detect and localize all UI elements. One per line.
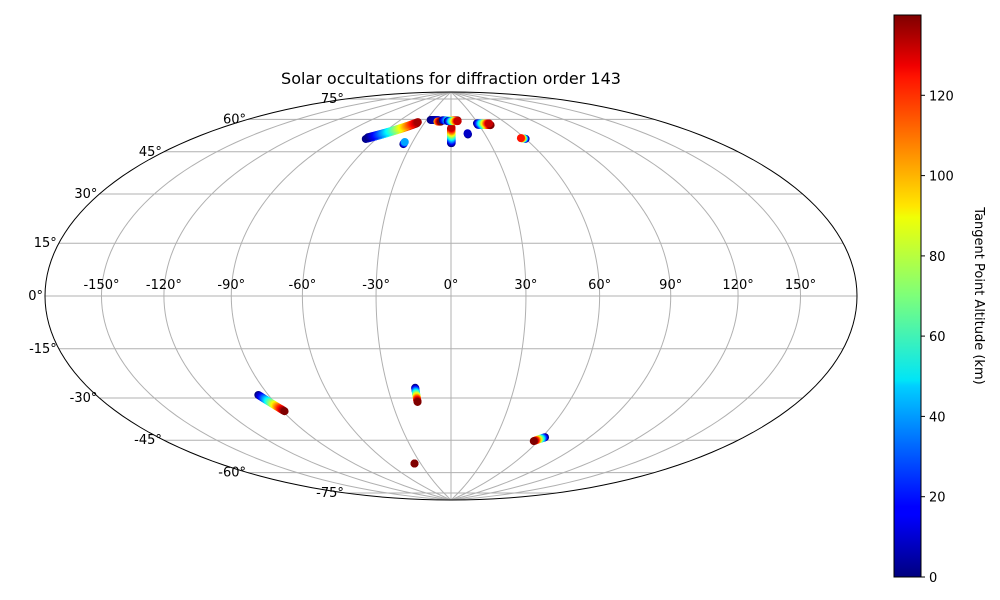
longitude-tick-label: 150° (785, 278, 816, 293)
latitude-tick-labels: 75° 60° 45° 30° 15° 0° -15° -30° -45° -60° -75° (28, 92, 344, 501)
colorbar: 0 20 40 60 80 100 120 Tangent Point Altitude (… (893, 14, 986, 586)
map-outline (44, 91, 858, 501)
data-point (400, 137, 409, 146)
colorbar-tick-label: 80 (929, 250, 946, 265)
longitude-tick-label: 30° (514, 278, 537, 293)
longitude-tick-label: -30° (362, 278, 390, 293)
longitude-tick-label: -150° (83, 278, 119, 293)
data-point (453, 117, 462, 126)
longitude-tick-label: 60° (588, 278, 611, 293)
colorbar-label: Tangent Point Altitude (km) (971, 206, 986, 384)
chart-title: Solar occultations for diffraction order… (281, 69, 621, 88)
latitude-tick-label: 60° (223, 112, 246, 127)
data-point (280, 407, 289, 416)
graticule (45, 91, 857, 501)
colorbar-tick-label: 120 (929, 89, 954, 104)
data-point (463, 129, 472, 138)
longitude-tick-label: -60° (289, 278, 317, 293)
colorbar-tick-label: 0 (929, 571, 937, 586)
longitude-tick-label: 90° (659, 278, 682, 293)
colorbar-gradient (893, 14, 922, 578)
data-point (529, 437, 538, 446)
data-point (410, 459, 419, 468)
latitude-tick-label: 75° (321, 92, 344, 107)
occultation-points (254, 115, 550, 468)
data-point (413, 118, 422, 127)
longitude-tick-label: 0° (444, 278, 459, 293)
data-point (516, 134, 525, 143)
data-point (447, 123, 456, 132)
latitude-tick-label: 45° (139, 145, 162, 160)
latitude-tick-label: 0° (28, 289, 43, 304)
colorbar-tick-label: 40 (929, 410, 946, 425)
colorbar-tick-label: 20 (929, 491, 946, 506)
data-point (485, 119, 494, 128)
data-point (413, 397, 422, 406)
longitude-tick-label: -120° (146, 278, 182, 293)
latitude-tick-label: -60° (218, 466, 246, 481)
colorbar-ticks: 0 20 40 60 80 100 120 (921, 89, 954, 586)
colorbar-tick-label: 60 (929, 330, 946, 345)
latitude-tick-label: -75° (316, 486, 344, 501)
latitude-tick-label: -15° (29, 342, 57, 357)
longitude-tick-label: 120° (722, 278, 753, 293)
latitude-tick-label: -45° (134, 433, 162, 448)
longitude-tick-labels: -150° -120° -90° -60° -30° 0° 30° 60° 90° 120° 150… (83, 278, 816, 293)
latitude-tick-label: -30° (70, 391, 98, 406)
longitude-tick-label: -90° (217, 278, 245, 293)
latitude-tick-label: 30° (74, 187, 97, 202)
latitude-tick-label: 15° (34, 236, 57, 251)
colorbar-tick-label: 100 (929, 170, 954, 185)
